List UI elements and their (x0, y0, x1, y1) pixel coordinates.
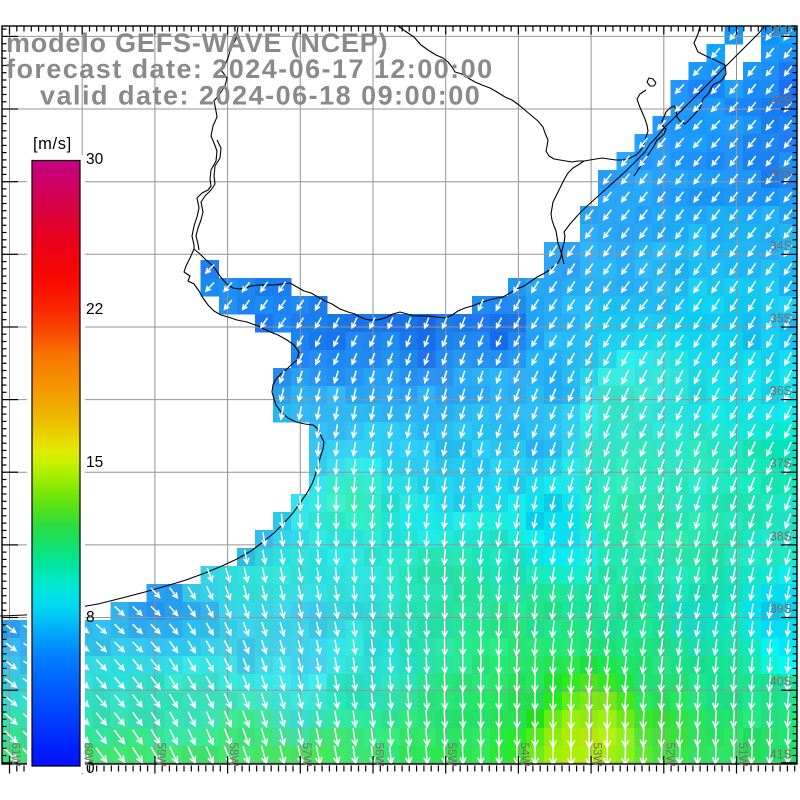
svg-text:8: 8 (86, 609, 95, 626)
svg-text:58W: 58W (227, 743, 240, 767)
svg-text:56W: 56W (373, 743, 386, 767)
svg-text:33S: 33S (770, 166, 792, 180)
svg-text:41S: 41S (770, 747, 792, 761)
svg-text:forecast date: 2024-06-17 12:0: forecast date: 2024-06-17 12:00:00 (6, 54, 494, 84)
svg-text:38S: 38S (770, 529, 792, 543)
svg-text:35S: 35S (770, 312, 792, 326)
svg-text:39S: 39S (770, 602, 792, 616)
svg-text:[m/s]: [m/s] (33, 135, 72, 153)
svg-text:31S: 31S (770, 23, 792, 37)
svg-text:valid date: 2024-06-18 09:00:0: valid date: 2024-06-18 09:00:00 (40, 80, 481, 110)
svg-text:0: 0 (86, 760, 95, 777)
svg-text:32S: 32S (770, 94, 792, 108)
svg-text:57W: 57W (300, 743, 313, 767)
svg-text:53W: 53W (591, 743, 604, 767)
svg-text:59W: 59W (154, 743, 167, 767)
svg-text:37S: 37S (770, 457, 792, 471)
svg-text:34S: 34S (770, 239, 792, 253)
svg-text:modelo GEFS-WAVE (NCEP): modelo GEFS-WAVE (NCEP) (6, 28, 388, 58)
svg-text:61W: 61W (9, 743, 22, 767)
svg-text:60W: 60W (82, 743, 95, 767)
svg-text:55W: 55W (445, 743, 458, 767)
svg-text:22: 22 (86, 301, 103, 318)
svg-text:40S: 40S (770, 675, 792, 689)
svg-text:51W: 51W (736, 743, 749, 767)
svg-text:36S: 36S (770, 384, 792, 398)
svg-text:52W: 52W (663, 743, 676, 767)
svg-text:15: 15 (86, 454, 103, 471)
svg-text:54W: 54W (518, 743, 531, 767)
svg-text:30: 30 (86, 151, 104, 168)
